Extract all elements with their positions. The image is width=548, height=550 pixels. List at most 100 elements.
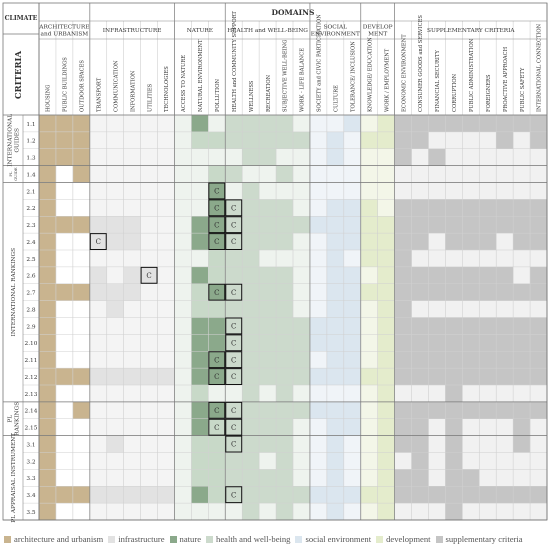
matrix-cell [462,199,480,217]
matrix-cell [445,469,463,487]
matrix-cell [72,148,90,166]
legend-label: health and well-being [216,534,291,544]
c-marker-box [225,351,243,369]
c-marker-box [89,233,107,250]
matrix-cell [411,401,429,419]
matrix-cell [157,486,175,504]
matrix-cell [411,115,429,132]
c-marker: C [146,272,151,280]
matrix-cell [479,317,497,335]
matrix-cell [530,266,547,284]
matrix-cell [225,266,243,284]
matrix-cell [462,351,480,369]
matrix-cell [326,300,344,318]
domain-label: and URBANISM [41,32,89,38]
row-label: 3.1 [26,442,35,448]
matrix-cell [276,131,293,149]
matrix-cell [123,233,141,250]
c-marker-box [225,334,243,352]
row-label: 3.3 [26,476,36,482]
matrix-cell [326,503,344,520]
matrix-cell [242,131,260,149]
matrix-cell [377,401,395,419]
matrix-cell [377,216,395,234]
legend-swatch [435,535,443,543]
matrix-cell [377,283,395,301]
matrix-cell [259,418,277,436]
legend-item-health: health and well-being [206,534,290,544]
matrix-cell [123,368,141,385]
legend-label: development [386,534,431,544]
matrix-cell [208,250,226,267]
row-label: 1.4 [26,172,36,178]
matrix-cell [428,368,446,385]
matrix-cell [411,233,429,250]
matrix-cell [411,199,429,217]
matrix-cell [276,418,293,436]
matrix-cell [343,115,361,132]
matrix-cell [191,317,209,335]
matrix-cell [411,418,429,436]
matrix-cell [242,469,260,487]
column-label: WORK - LIFE BALANCE [300,48,306,112]
matrix-cell [326,199,344,217]
matrix-cell [411,334,429,352]
matrix-cell [225,469,243,487]
column-label: INFORMATION [130,70,136,112]
matrix-cell [513,334,531,352]
row-label: 2.15 [25,426,38,432]
matrix-cell [496,351,514,369]
matrix-cell [208,469,226,487]
group-label: INTERNATIONAL RANKINGS [11,248,17,337]
matrix-cell [225,216,243,234]
matrix-cell [479,115,497,132]
matrix-cell [39,351,56,369]
matrix-cell [326,486,344,504]
matrix-cell [140,486,158,504]
row-label: 2.8 [26,307,36,313]
matrix-cell [462,283,480,301]
matrix-cell [326,452,344,470]
matrix-cell [123,486,141,504]
matrix-cell [411,131,429,149]
domain-label: DEVELOP [363,25,393,31]
c-marker: C [214,407,219,415]
matrix-cell [394,368,412,385]
matrix-cell [360,486,378,504]
legend-label: social environment [305,534,372,544]
matrix-cell [39,418,56,436]
matrix-cell [445,266,463,284]
c-marker-box [225,401,243,419]
domain-label: INFRASTRUCTURE [103,28,162,34]
matrix-cell [259,233,277,250]
matrix-cell [394,334,412,352]
matrix-cell [39,334,56,352]
matrix-cell [225,401,243,419]
matrix-cell [530,233,547,250]
row-label: 3.4 [26,493,36,499]
matrix-cell [360,250,378,267]
matrix-cell [242,250,260,267]
c-marker: C [214,188,219,196]
matrix-cell [411,486,429,504]
matrix-cell [72,165,90,183]
matrix-cell [39,452,56,470]
matrix-cell [496,266,514,284]
matrix-cell [343,486,361,504]
matrix-cell [462,334,480,352]
matrix-cell [276,165,293,183]
matrix-cell [513,115,531,132]
matrix-cell [106,216,124,234]
matrix-cell [39,317,56,335]
legend-item-infra: infrastructure [108,534,165,544]
c-marker: C [214,373,219,381]
matrix-cell [343,368,361,385]
matrix-cell [191,368,209,385]
matrix-cell [242,233,260,250]
matrix-cell [106,486,124,504]
matrix-cell [326,469,344,487]
matrix-cell [191,266,209,284]
matrix-cell [72,131,90,149]
matrix-cell [377,115,395,132]
row-label: 1.2 [26,139,36,145]
